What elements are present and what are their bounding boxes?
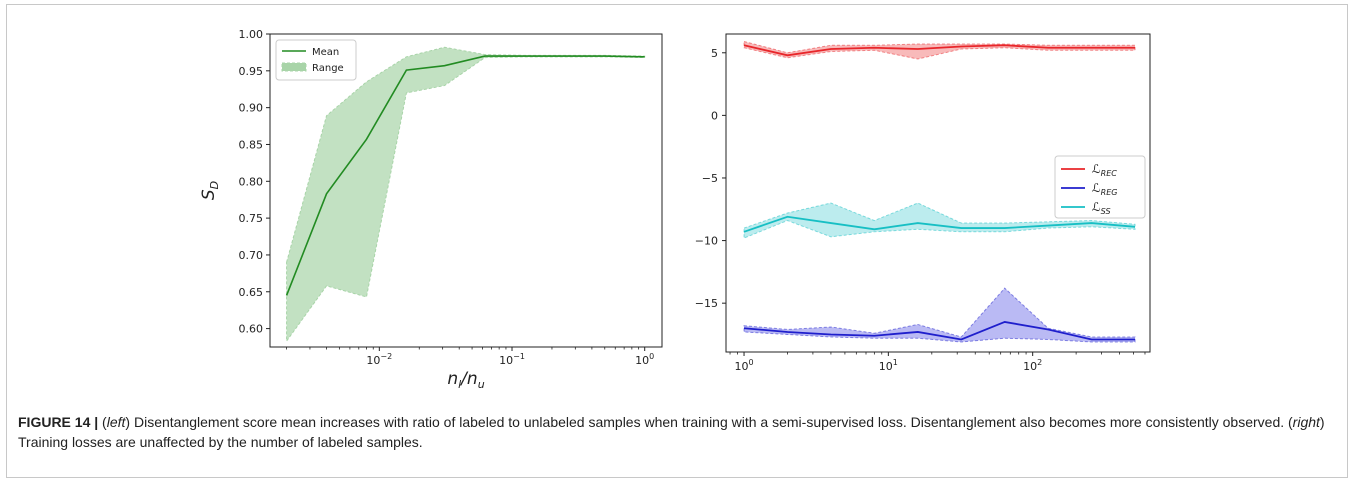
ss-line [743, 215, 1136, 233]
x-tick-label: 10−2 [366, 352, 392, 367]
left-chart: 0.60 0.65 0.70 0.75 0.80 0.85 0.90 0.95 1.00 10−2… [190, 20, 680, 400]
y-tick-label: 5 [711, 47, 718, 60]
x-axis-label: nl/nu [447, 369, 484, 391]
caption-left-word: left [106, 414, 126, 430]
right-chart-svg: 5 0 −5 −10 −15 100 101 102 ℒREC ℒREG ℒSS [695, 33, 1151, 373]
y-tick-label: 0.60 [239, 323, 264, 336]
figure-label: FIGURE 14 | [18, 414, 99, 430]
legend-rec-label: ℒREC [1092, 162, 1117, 178]
rec-line [743, 44, 1136, 57]
legend: ℒREC ℒREG ℒSS [1054, 155, 1146, 219]
reg-line [743, 321, 1136, 341]
y-tick-label: 0 [711, 109, 718, 122]
mean-line [285, 55, 645, 296]
x-tick-label: 100 [734, 358, 753, 373]
range-band [286, 46, 646, 343]
caption-paren-1: ( [98, 414, 107, 430]
y-tick-label: 0.85 [239, 138, 264, 151]
x-tick-label: 10−1 [499, 352, 525, 367]
legend-box [275, 39, 357, 81]
caption-text-1: ) Disentanglement score mean increases w… [125, 414, 1293, 430]
y-tick-label: −10 [695, 235, 718, 248]
y-tick-label: 1.00 [239, 28, 264, 41]
figure-frame [6, 4, 1348, 478]
legend-box [1054, 155, 1146, 219]
y-tick-label: 0.95 [239, 65, 264, 78]
legend: Mean Range [275, 39, 357, 81]
y-tick-label: 0.65 [239, 286, 264, 299]
x-tick-label: 102 [1023, 358, 1042, 373]
figure-caption: FIGURE 14 | (left) Disentanglement score… [18, 412, 1328, 452]
y-tick-label: 0.75 [239, 212, 264, 225]
x-tick-label: 101 [879, 358, 898, 373]
legend-reg-label: ℒREG [1092, 181, 1117, 197]
rec-band [743, 40, 1136, 60]
caption-text-2: ) Training losses are unaffected by the … [18, 414, 1325, 450]
y-axis-label: SD [199, 181, 221, 200]
y-tick-label: −15 [695, 297, 718, 310]
legend-range-swatch [281, 62, 307, 72]
left-chart-svg: 0.60 0.65 0.70 0.75 0.80 0.85 0.90 0.95 1.00 10−2… [199, 28, 663, 391]
y-tick-label: −5 [702, 172, 718, 185]
reg-band [743, 287, 1136, 343]
y-tick-label: 0.80 [239, 175, 264, 188]
y-tick-label: 0.70 [239, 249, 264, 262]
y-tick-label: 0.90 [239, 102, 264, 115]
legend-ss-label: ℒSS [1092, 200, 1111, 216]
plot-frame [269, 33, 663, 348]
plot-frame [725, 33, 1151, 353]
x-tick-label: 100 [635, 352, 654, 367]
caption-right-word: right [1292, 414, 1320, 430]
right-chart: 5 0 −5 −10 −15 100 101 102 ℒREC ℒREG ℒSS [680, 20, 1170, 400]
legend-mean-label: Mean [312, 47, 339, 58]
legend-range-label: Range [312, 63, 344, 74]
ss-band [743, 202, 1136, 239]
